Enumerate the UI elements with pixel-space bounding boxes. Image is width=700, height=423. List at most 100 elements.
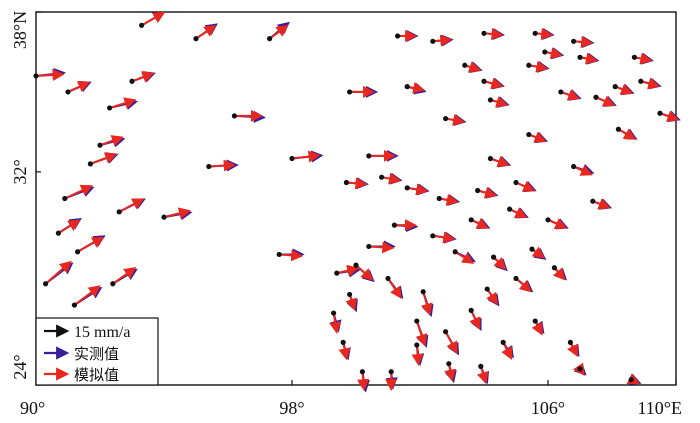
station-vector [62,184,95,202]
simulated-arrow [44,260,72,285]
simulated-arrow [595,95,616,107]
station-dot [359,369,365,375]
legend-simulated-label: 模拟值 [74,366,119,384]
station-vector [353,262,375,283]
station-vector [444,361,457,384]
station-dot [657,110,663,116]
y-tick-label: 24° [10,354,30,379]
station-vector [468,217,491,230]
station-vector [526,131,549,144]
station-dot [43,281,49,287]
station-dot [487,155,493,162]
simulated-arrow [346,177,368,190]
station-dot [206,163,212,170]
simulated-arrow [592,198,611,210]
station-dot [638,78,644,84]
station-dot [347,89,353,95]
station-dot [276,251,282,258]
station-dot [391,222,397,228]
station-vector [529,246,547,260]
station-dot [513,179,519,186]
station-vector [443,114,467,127]
station-vector [531,318,545,336]
station-dot [334,270,340,276]
station-dot [513,275,519,282]
simulated-arrow [67,81,91,93]
simulated-arrow [420,291,433,316]
station-vector [571,163,595,176]
simulated-arrow [77,236,105,253]
simulated-arrow [573,36,594,48]
station-vector [71,285,103,308]
station-dot [612,84,618,90]
simulated-arrow [381,172,402,185]
station-vector [615,126,638,140]
station-dot [577,54,583,60]
station-dot [481,30,487,36]
station-vector [513,275,534,293]
simulated-arrow [515,277,532,293]
station-vector [484,286,500,307]
station-vector [289,150,324,163]
simulated-arrow [477,186,497,199]
station-dot [478,363,484,369]
simulated-arrow [387,277,402,299]
y-tick-label: 32° [10,159,30,184]
station-dot [558,89,564,95]
simulated-arrow [109,97,137,109]
simulated-arrow [329,312,342,335]
station-vector [329,310,342,335]
station-vector [55,218,82,236]
station-dot [110,281,116,287]
station-dot [487,97,493,103]
station-dot [628,377,634,383]
station-dot [414,342,420,348]
station-dot [267,36,273,42]
station-dot [414,318,420,324]
station-dot [590,198,596,204]
station-vector [276,248,305,262]
station-dot [532,30,538,36]
station-vector [481,28,505,41]
station-dot [571,38,577,44]
station-dot [545,217,551,223]
simulated-arrow [547,218,568,230]
station-vector [366,149,399,162]
station-vector [43,260,74,287]
station-dot [443,115,449,122]
station-vector [571,36,595,49]
simulated-arrow [131,71,155,83]
simulated-arrow [490,155,510,168]
simulated-arrow [64,184,94,200]
station-dot [446,361,452,367]
x-tick-label: 110°E [637,398,682,418]
station-dot [571,163,577,170]
simulated-arrow [509,207,528,218]
station-vector [420,289,434,318]
station-vector [65,80,92,95]
station-dot [366,153,372,159]
station-dot [97,142,103,148]
simulated-arrow [407,183,429,196]
station-dot [343,179,349,186]
station-vector [590,198,613,210]
station-vector [267,21,290,42]
station-vector [338,339,351,361]
station-vector [395,29,419,42]
station-dot [436,195,442,202]
station-dot [452,249,458,255]
station-dot [491,254,497,260]
station-vector [357,369,370,393]
station-vector [193,23,218,42]
station-dot [71,302,77,308]
station-vector [411,342,425,367]
station-dot [62,195,68,202]
station-dot [161,214,167,220]
simulated-arrow [617,128,636,140]
station-vector [452,249,476,264]
station-vector [526,60,550,73]
station-vector [116,198,146,215]
station-dot [231,113,237,119]
station-dot [532,318,538,324]
legend-observed-label: 实测值 [74,345,119,363]
